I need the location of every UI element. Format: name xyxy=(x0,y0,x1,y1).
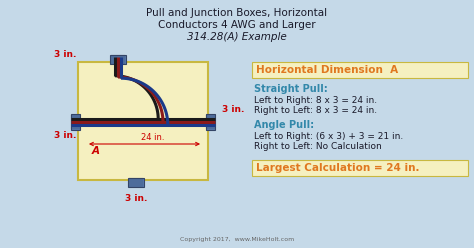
Bar xyxy=(110,55,126,64)
Text: Conductors 4 AWG and Larger: Conductors 4 AWG and Larger xyxy=(158,20,316,30)
Text: Horizontal Dimension  A: Horizontal Dimension A xyxy=(256,65,398,75)
Text: 3 in.: 3 in. xyxy=(222,105,245,115)
Text: A: A xyxy=(92,146,100,156)
Text: Largest Calculation = 24 in.: Largest Calculation = 24 in. xyxy=(256,163,419,173)
Text: 314.28(A) Example: 314.28(A) Example xyxy=(187,32,287,42)
Text: Left to Right: 8 x 3 = 24 in.: Left to Right: 8 x 3 = 24 in. xyxy=(254,96,377,105)
Text: Right to Left: 8 x 3 = 24 in.: Right to Left: 8 x 3 = 24 in. xyxy=(254,106,377,115)
Text: Left to Right: (6 x 3) + 3 = 21 in.: Left to Right: (6 x 3) + 3 = 21 in. xyxy=(254,132,403,141)
Bar xyxy=(252,62,468,78)
Text: Angle Pull:: Angle Pull: xyxy=(254,120,314,130)
Bar xyxy=(252,160,468,176)
Text: 3 in.: 3 in. xyxy=(125,194,147,203)
Bar xyxy=(71,114,80,130)
Text: Pull and Junction Boxes, Horizontal: Pull and Junction Boxes, Horizontal xyxy=(146,8,328,18)
Bar xyxy=(78,62,208,180)
Bar xyxy=(206,114,215,130)
Bar xyxy=(128,178,144,187)
Text: Copyright 2017,  www.MikeHolt.com: Copyright 2017, www.MikeHolt.com xyxy=(180,237,294,242)
Text: 24 in.: 24 in. xyxy=(141,133,165,142)
Text: 3 in.: 3 in. xyxy=(54,50,76,59)
Text: Straight Pull:: Straight Pull: xyxy=(254,84,328,94)
Text: Right to Left: No Calculation: Right to Left: No Calculation xyxy=(254,142,382,151)
Text: 3 in.: 3 in. xyxy=(54,131,76,141)
